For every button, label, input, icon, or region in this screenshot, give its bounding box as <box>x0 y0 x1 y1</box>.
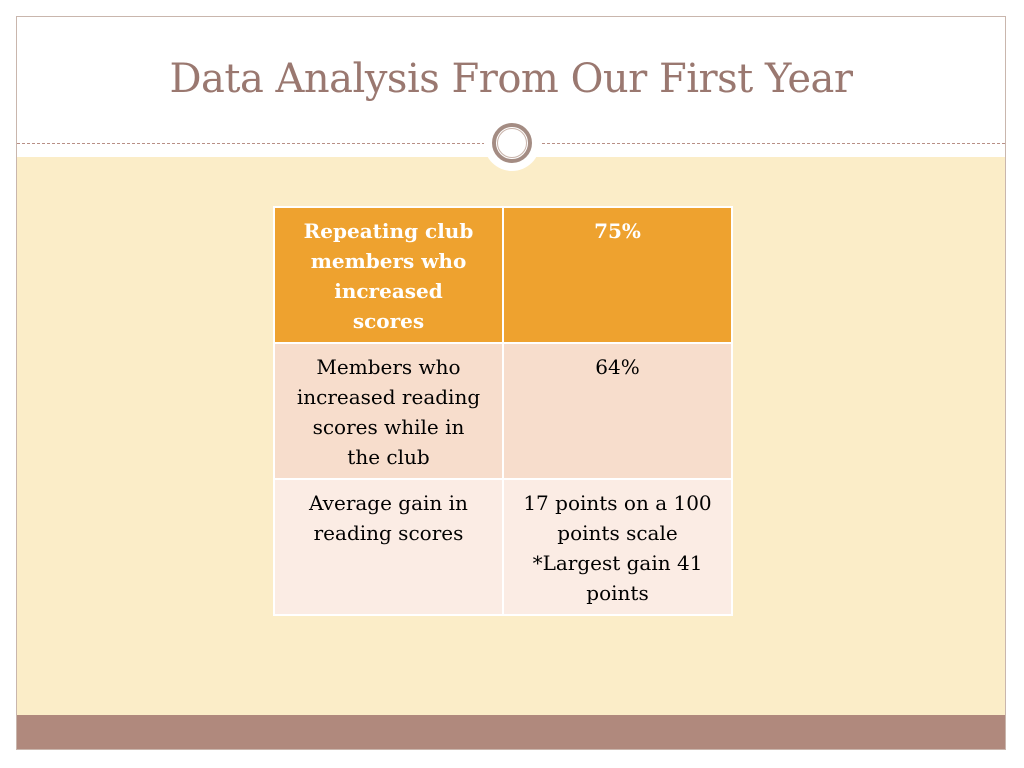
table-cell-value: 75% <box>502 206 733 344</box>
table-row: Members who increased reading scores whi… <box>273 342 733 480</box>
cell-text-line: Average gain in <box>309 491 468 515</box>
cell-text-line: increased reading <box>296 385 481 409</box>
cell-text-line: 17 points on a 100 <box>523 491 712 515</box>
cell-text-line: reading scores <box>313 521 464 545</box>
ornament-inner-ring <box>497 128 527 158</box>
slide: Data Analysis From Our First Year <box>16 16 1006 750</box>
table-cell-value: 64% <box>502 342 733 480</box>
cell-text-line: the club <box>347 445 430 469</box>
table-cell-label: Average gain in reading scores <box>273 478 504 616</box>
cell-text-line: Members who <box>316 355 461 379</box>
table-cell-label: Members who increased reading scores whi… <box>273 342 504 480</box>
table-cell-label: Repeating club members who increased sco… <box>273 206 504 344</box>
table-row: Average gain in reading scores 17 points… <box>273 478 733 616</box>
table-cell-value: 17 points on a 100 points scale *Largest… <box>502 478 733 616</box>
data-table: Repeating club members who increased sco… <box>273 206 733 616</box>
cell-text-line: increased <box>334 279 443 303</box>
cell-text-line: Repeating club <box>303 219 474 243</box>
cell-text-line: 75% <box>594 219 641 243</box>
cell-text-line: scores while in <box>312 415 465 439</box>
bottom-band <box>17 715 1005 749</box>
table-row: Repeating club members who increased sco… <box>273 206 733 344</box>
cell-text-line: 64% <box>595 355 640 379</box>
ornament-outer-ring <box>492 123 532 163</box>
circle-ornament-icon <box>484 115 540 171</box>
cell-text-line: scores <box>352 309 425 333</box>
cell-text-line: *Largest gain 41 <box>532 551 703 575</box>
cell-text-line: points <box>586 581 649 605</box>
cell-text-line: points scale <box>557 521 678 545</box>
cell-text-line: members who <box>310 249 467 273</box>
slide-title: Data Analysis From Our First Year <box>169 56 853 102</box>
